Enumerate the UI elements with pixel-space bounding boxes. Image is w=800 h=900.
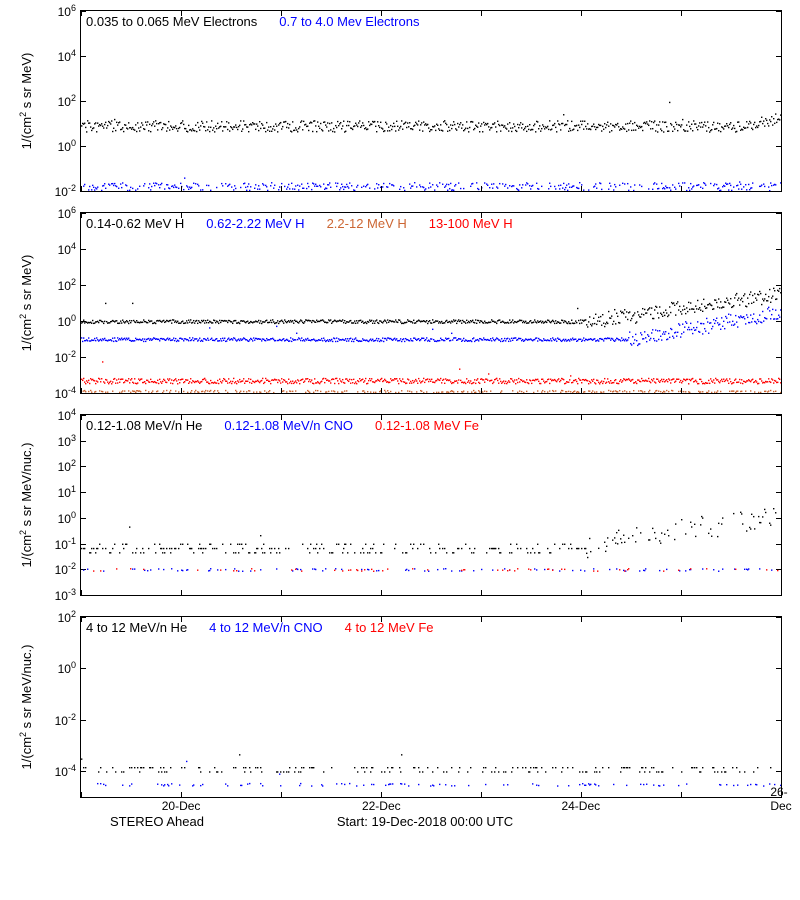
y-tick-label: 104 xyxy=(41,407,76,423)
chart-panel-0: 1/(cm2 s sr MeV)0.035 to 0.065 MeV Elect… xyxy=(80,10,770,192)
y-axis-label: 1/(cm2 s sr MeV/nuc.) xyxy=(18,443,34,568)
y-tick-label: 104 xyxy=(41,48,76,64)
chart-panel-3: 1/(cm2 s sr MeV/nuc.)4 to 12 MeV/n He4 t… xyxy=(80,616,770,798)
y-tick-label: 104 xyxy=(41,241,76,257)
y-tick-label: 10-4 xyxy=(41,763,76,779)
chart-plot-area: 1/(cm2 s sr MeV/nuc.)4 to 12 MeV/n He4 t… xyxy=(80,616,782,798)
y-tick-label: 103 xyxy=(41,433,76,449)
chart-panel-2: 1/(cm2 s sr MeV/nuc.)0.12-1.08 MeV/n He0… xyxy=(80,414,770,596)
y-tick-label: 100 xyxy=(41,138,76,154)
y-axis-label: 1/(cm2 s sr MeV) xyxy=(18,53,34,150)
data-points-layer xyxy=(81,11,781,191)
y-tick-label: 10-2 xyxy=(41,349,76,365)
footer-start: Start: 19-Dec-2018 00:00 UTC xyxy=(337,814,513,829)
y-tick-label: 10-1 xyxy=(41,536,76,552)
y-tick-label: 100 xyxy=(41,660,76,676)
chart-plot-area: 1/(cm2 s sr MeV)0.14-0.62 MeV H0.62-2.22… xyxy=(80,212,782,394)
y-tick-label: 102 xyxy=(41,609,76,625)
chart-panel-1: 1/(cm2 s sr MeV)0.14-0.62 MeV H0.62-2.22… xyxy=(80,212,770,394)
y-tick-label: 106 xyxy=(41,3,76,19)
chart-plot-area: 1/(cm2 s sr MeV)0.035 to 0.065 MeV Elect… xyxy=(80,10,782,192)
data-points-layer xyxy=(81,213,781,393)
data-points-layer xyxy=(81,617,781,797)
y-tick-label: 102 xyxy=(41,277,76,293)
chart-plot-area: 1/(cm2 s sr MeV/nuc.)0.12-1.08 MeV/n He0… xyxy=(80,414,782,596)
y-tick-label: 106 xyxy=(41,205,76,221)
y-tick-label: 102 xyxy=(41,458,76,474)
x-tick-label: 20-Dec xyxy=(162,799,201,813)
y-tick-label: 100 xyxy=(41,510,76,526)
y-tick-label: 10-2 xyxy=(41,712,76,728)
y-tick-label: 102 xyxy=(41,93,76,109)
y-axis-label: 1/(cm2 s sr MeV/nuc.) xyxy=(18,645,34,770)
y-tick-label: 10-3 xyxy=(41,587,76,603)
data-points-layer xyxy=(81,415,781,595)
y-tick-label: 100 xyxy=(41,313,76,329)
y-tick-label: 10-4 xyxy=(41,385,76,401)
y-tick-label: 10-2 xyxy=(41,561,76,577)
y-axis-label: 1/(cm2 s sr MeV) xyxy=(18,255,34,352)
x-tick-label: 22-Dec xyxy=(362,799,401,813)
x-tick-label: 26-Dec xyxy=(770,785,791,813)
x-tick-label: 24-Dec xyxy=(561,799,600,813)
y-tick-label: 10-2 xyxy=(41,183,76,199)
footer-source: STEREO Ahead xyxy=(110,814,204,829)
y-tick-label: 101 xyxy=(41,484,76,500)
